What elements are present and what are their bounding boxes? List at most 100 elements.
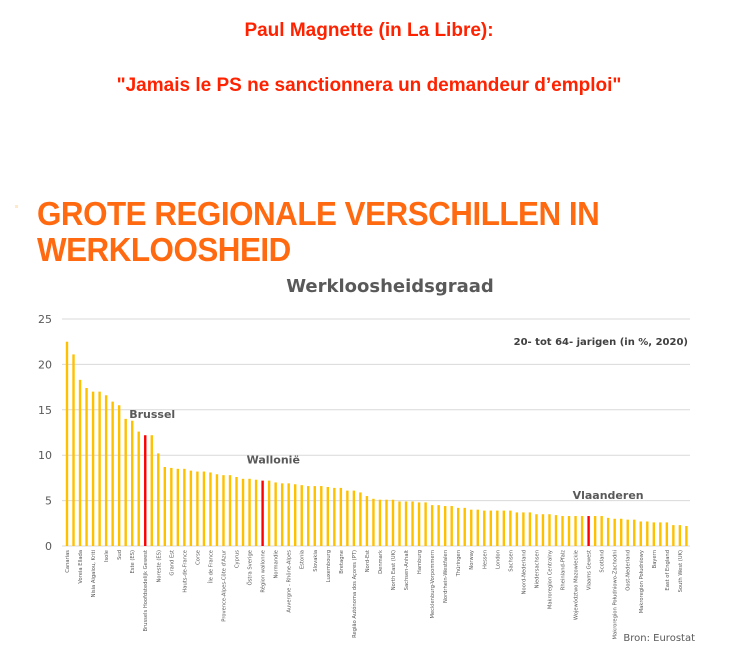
x-tick-label: Bayern (652, 550, 658, 568)
bar (652, 522, 655, 546)
bar (222, 475, 225, 546)
bar (522, 512, 525, 546)
x-tick-label: Corse (195, 550, 201, 565)
bar (365, 496, 369, 546)
chart-source: Bron: Eurostat (623, 633, 695, 644)
x-tick-label: Noreste (ES) (156, 550, 162, 582)
bar (430, 505, 434, 546)
annotation-label: Brussel (129, 408, 175, 421)
x-tick-label: Makroregion Centralny (547, 550, 553, 609)
bar (672, 525, 675, 546)
x-tick-label: Slovakia (313, 550, 319, 572)
x-tick-label: Canarias (65, 550, 71, 573)
x-tick-label: East of England (665, 550, 671, 591)
bar (267, 480, 271, 546)
y-tick-label: 20 (38, 358, 52, 371)
x-tick-label: Provence-Alpes-Côte d'Azur (220, 549, 227, 622)
bar (580, 516, 584, 546)
bar (91, 391, 95, 546)
x-tick-label: Norway (469, 550, 475, 570)
x-tick-label: Sachsen-Anhalt (404, 550, 410, 590)
bar (470, 509, 473, 546)
chart-title: Werkloosheidsgraad (286, 276, 494, 297)
bar (587, 516, 590, 546)
bar (254, 479, 258, 546)
x-tick-label: Grand Est (169, 550, 175, 576)
bar (202, 471, 206, 546)
bar (620, 518, 623, 546)
annotation-label: Vlaanderen (573, 489, 644, 502)
bar (678, 525, 682, 546)
x-tick-label: Hamburg (417, 550, 423, 574)
bar (515, 512, 519, 546)
bar (228, 475, 232, 546)
bar (502, 510, 506, 546)
bar (424, 502, 427, 546)
x-tick-label: Luxembourg (326, 550, 332, 582)
bar (313, 486, 316, 546)
bullet-dot (15, 205, 18, 208)
bar (157, 453, 160, 546)
x-tick-label: South West (UK) (678, 550, 684, 592)
x-tick-label: Scotland (600, 550, 606, 573)
bar (333, 487, 336, 546)
bar (287, 483, 290, 546)
x-tick-label: Sachsen (508, 550, 514, 572)
bar (541, 514, 545, 546)
bar (131, 420, 134, 546)
bar (457, 507, 460, 546)
bar (209, 472, 212, 546)
bar (385, 499, 388, 546)
x-tick-label: Région wallonne (260, 550, 267, 593)
x-tick-label: Normandie (274, 550, 280, 579)
bar (189, 470, 193, 546)
bar (261, 480, 264, 546)
bar (411, 501, 414, 546)
bar (241, 478, 245, 546)
bar (78, 379, 82, 546)
x-tick-label: Sud (117, 550, 123, 560)
x-tick-label: Região Autónoma dos Açores (PT) (351, 550, 358, 638)
x-tick-label: North East (UK) (391, 550, 397, 590)
bar (509, 510, 512, 546)
bar (561, 516, 564, 546)
bar (398, 501, 401, 546)
y-tick-label: 25 (38, 313, 52, 326)
bar (320, 486, 323, 546)
bar (235, 476, 238, 546)
x-tick-label: Nisia Aigaiou, Kriti (91, 550, 97, 597)
slide-title-line1: GROTE REGIONALE VERSCHILLEN IN (37, 195, 600, 232)
bar (196, 471, 199, 546)
bar (98, 391, 101, 546)
x-tick-label: Oost-Nederland (626, 550, 632, 591)
bar (574, 516, 577, 546)
bar (248, 478, 251, 546)
bar (633, 519, 636, 546)
bar (646, 521, 649, 546)
x-tick-label: Estonia (300, 550, 306, 569)
x-tick-label: Thüringen (456, 550, 462, 577)
x-tick-label: Voreia Ellada (78, 550, 84, 584)
bar (593, 516, 597, 546)
bar (85, 388, 88, 546)
bar (359, 492, 362, 546)
x-tick-label: Mecklenburg-Vorpommern (430, 550, 436, 618)
x-tick-label: London (495, 550, 501, 569)
bar (144, 435, 147, 546)
bar (72, 354, 75, 546)
bar (528, 512, 532, 546)
bar (443, 506, 447, 546)
x-tick-label: Nord-Est (365, 550, 371, 572)
bar (163, 467, 166, 546)
x-tick-label: Nordrhein-Westfalen (443, 550, 449, 603)
bar (280, 483, 284, 546)
chart-subtitle: 20- tot 64- jarigen (in %, 2020) (514, 337, 688, 348)
x-tick-label: Este (ES) (130, 550, 136, 573)
bar (606, 517, 610, 546)
x-tick-label: Östra Sverige (247, 550, 254, 585)
bar (124, 418, 127, 546)
bar (307, 486, 310, 546)
bar (639, 521, 642, 546)
y-tick-label: 5 (45, 495, 52, 508)
bar (626, 519, 629, 546)
